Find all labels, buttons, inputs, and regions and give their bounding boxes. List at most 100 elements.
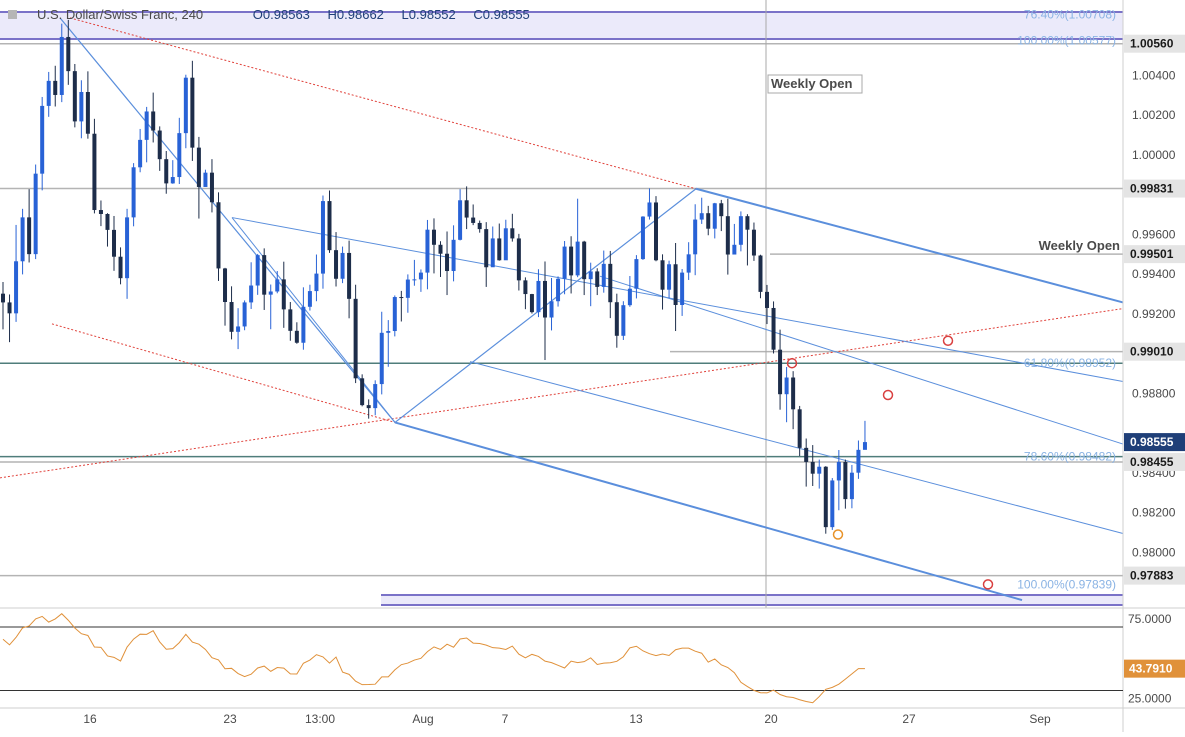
projection-marker-circle [982,579,994,590]
candle-body [79,91,84,122]
channel-line-7 [469,361,1124,534]
fib-marker-circle [786,357,798,369]
lower-support-zone [381,595,1123,606]
candle-body [27,217,32,255]
candle-body [183,77,188,134]
candle-body [725,216,730,255]
candle-body [236,326,241,332]
candle-body [157,130,162,160]
candle-body [229,302,234,332]
candle-body [823,466,828,528]
candle-body [53,80,58,95]
price-tick-label: 1.00400 [1132,69,1176,83]
collapse-legend-icon[interactable] [8,10,17,19]
candle-body [216,202,221,269]
channel-line-0 [59,17,396,423]
weekly-open-level-label: Weekly Open [1039,238,1120,253]
candle-body [399,297,404,299]
price-tick-label: 0.98800 [1132,386,1176,400]
close-value: C0.98555 [473,7,530,22]
price-level-badge-label: 0.99010 [1130,345,1174,359]
candle-body [66,36,71,72]
candle-body [125,217,130,279]
upper-red-trendline [69,17,697,190]
fib-level-label: 76.40%(1.00708) [1024,7,1116,21]
low-marker-circle [832,529,844,540]
candle-body [680,272,685,305]
candle-body [836,461,841,481]
candle-body [529,294,534,313]
candle-body [40,105,45,174]
price-level-badge [1124,433,1185,452]
candle-body [281,279,286,310]
price-tick-label: 1.00200 [1132,108,1176,122]
candle-body [301,306,306,343]
candle-body [203,172,208,187]
candle-body [418,272,423,280]
candle-body [477,222,482,230]
candle-body [588,271,593,280]
candle-body [294,330,299,343]
candle-body [223,268,228,303]
candle-body [1,293,5,303]
candle-body [595,271,600,287]
candle-body [667,264,672,290]
fib-level-label: 100.00%(1.00577) [1017,33,1116,47]
candle-body [503,228,508,261]
candle-body [392,297,397,332]
candle-body [151,111,156,131]
candle-body [458,200,463,240]
candle-body [438,244,443,254]
candle-body [72,71,77,122]
candle-body [98,210,103,214]
candle-body [569,246,574,276]
candle-body [334,250,339,279]
symbol-title: U.S. Dollar/Swiss Franc, 240 [37,7,204,22]
candle-body [693,219,698,255]
rsi-tick-label: 25.0000 [1128,691,1172,705]
time-tick-label: 16 [83,712,97,726]
time-tick-label: 13:00 [305,712,335,726]
candle-body [268,291,273,295]
lower-red-trendline [51,323,396,423]
candle-body [601,263,606,287]
rsi-line [2,613,865,704]
candle-body [582,241,587,280]
candle-body [386,331,391,333]
channel-marker-circle [942,335,954,347]
candle-body [830,480,835,528]
candle-body [262,255,267,295]
candle-body [862,442,867,450]
candle-body [471,217,476,223]
high-value: H0.98662 [327,7,384,22]
candle-body [856,449,861,473]
price-tick-label: 1.00000 [1132,148,1176,162]
candle-body [366,405,371,409]
candle-body [92,133,97,211]
candle-body [791,377,796,410]
candle-body [451,239,456,272]
price-level-badge-label: 0.98455 [1130,455,1174,469]
time-tick-label: 20 [764,712,778,726]
candle-body [320,201,325,274]
chart-legend: U.S. Dollar/Swiss Franc, 240 O0.98563 H0… [8,7,544,22]
price-level-badge-label: 0.98555 [1130,435,1174,449]
price-tick-label: 0.98000 [1132,545,1176,559]
candle-body [196,147,201,187]
candle-body [288,309,293,331]
candle-body [758,255,763,292]
rsi-tick-label: 75.0000 [1128,612,1172,626]
price-level-badge [1124,342,1185,361]
candle-body [249,285,254,303]
target-marker-circle [882,389,894,401]
candles-group [1,19,867,534]
price-level-badge [1124,179,1185,198]
candle-body [131,167,136,218]
candle-body [634,259,639,289]
candle-body [706,213,711,229]
candle-body [810,461,815,474]
candle-body [640,216,645,260]
candle-body [373,384,378,409]
